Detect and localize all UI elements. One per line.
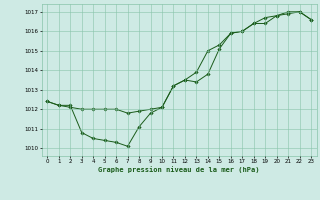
X-axis label: Graphe pression niveau de la mer (hPa): Graphe pression niveau de la mer (hPa) [99,166,260,173]
